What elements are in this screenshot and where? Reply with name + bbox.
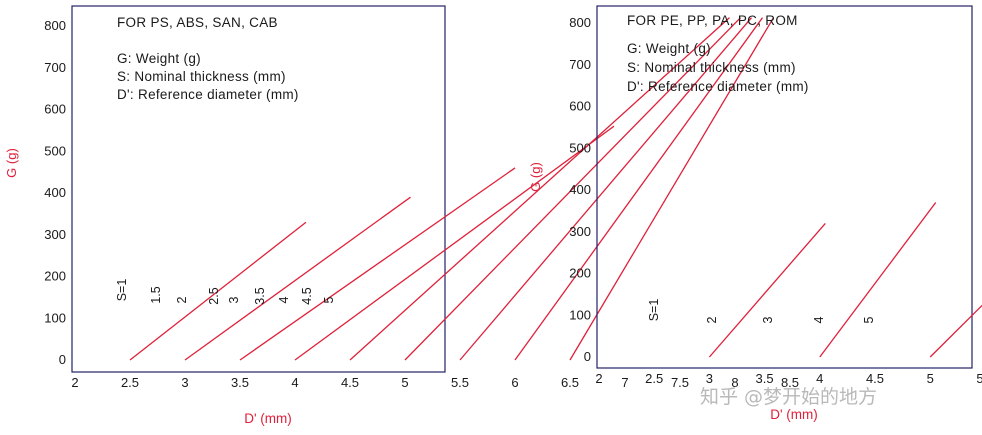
series-label: 1.5: [149, 286, 163, 303]
legend-note: S: Nominal thickness (mm): [627, 60, 796, 75]
legend-note: G: Weight (g): [627, 41, 711, 56]
y-tick-label: 500: [569, 140, 591, 155]
x-tick-label: 5.5: [451, 375, 469, 390]
y-tick-label: 600: [569, 99, 591, 114]
y-tick-label: 0: [584, 349, 591, 364]
x-tick-label: 2: [71, 375, 78, 390]
series-line-3: [929, 304, 982, 358]
legend-note: S: Nominal thickness (mm): [117, 69, 286, 84]
y-tick-label: 700: [44, 60, 66, 75]
plot-frame: [71, 5, 446, 373]
series-label: 2.5: [207, 287, 221, 304]
x-tick-label: 5.5: [976, 371, 982, 386]
chart-title: FOR PE, PP, PA, PC, ROM: [627, 13, 798, 28]
series-line-4-5: [514, 17, 764, 361]
x-tick-label: 6: [511, 375, 518, 390]
series-line-5: [569, 17, 775, 361]
x-tick-label: 7: [621, 375, 628, 390]
series-line-2: [819, 202, 937, 358]
y-tick-label: 0: [59, 352, 66, 367]
plot-frame: [596, 5, 973, 369]
chart-left: 0 100 200 300 400 500 600 700 800 2 2.5 3 3.5 4 4.5 5 5.…: [4, 5, 799, 426]
y-tick-label: 600: [44, 102, 66, 117]
series-label: 4: [277, 296, 291, 303]
series-line-2: [239, 167, 516, 361]
series-line-S-1: [129, 221, 307, 361]
legend-note: D': Reference diameter (mm): [627, 79, 809, 94]
x-tick-label: 8: [731, 375, 738, 390]
series-label: 3: [227, 296, 241, 303]
y-tick-label: 200: [569, 266, 591, 281]
y-tick-label: 700: [569, 57, 591, 72]
x-tick-label: 8.5: [781, 375, 799, 390]
series-label: 4.5: [300, 287, 314, 304]
series-line-2-5: [294, 125, 615, 361]
y-axis-label: G (g): [528, 162, 543, 192]
chart-right: 0 100 200 300 400 500 600 700 800 2 2.5 3 3.5 4 4.5 5 5.…: [528, 5, 982, 422]
x-tick-label: 4: [291, 375, 298, 390]
series-label: S=1: [115, 279, 129, 302]
x-tick-label: 3.5: [231, 375, 249, 390]
watermark: 知乎 @梦开始的地方: [700, 386, 878, 408]
x-axis-label: D' (mm): [244, 411, 292, 426]
series-label: 3: [761, 316, 775, 323]
x-tick-label: 7.5: [671, 375, 689, 390]
series-label: S=1: [647, 299, 661, 322]
y-tick-label: 800: [44, 18, 66, 33]
y-axis-label: G (g): [4, 148, 19, 178]
y-tick-label: 400: [569, 182, 591, 197]
y-tick-label: 800: [569, 15, 591, 30]
x-tick-label: 4: [816, 371, 823, 386]
x-tick-label: 3: [181, 375, 188, 390]
x-tick-label: 6.5: [561, 375, 579, 390]
legend-note: D': Reference diameter (mm): [117, 87, 299, 102]
series-line-3-5: [404, 17, 741, 361]
x-tick-label: 2.5: [121, 375, 139, 390]
series-label: 2: [705, 316, 719, 323]
series-line-3: [349, 17, 730, 361]
x-tick-label: 5: [401, 375, 408, 390]
series-label: 4: [812, 316, 826, 323]
series-label: 3.5: [253, 287, 267, 304]
y-tick-label: 300: [44, 227, 66, 242]
x-tick-label: 5: [927, 371, 934, 386]
x-tick-label: 4.5: [866, 371, 884, 386]
x-tick-label: 3: [706, 371, 713, 386]
y-tick-label: 400: [44, 185, 66, 200]
y-tick-label: 100: [44, 310, 66, 325]
legend-note: G: Weight (g): [117, 51, 201, 66]
x-tick-label: 2.5: [645, 371, 663, 386]
x-tick-label: 2: [595, 371, 602, 386]
chart-title: FOR PS, ABS, SAN, CAB: [117, 15, 278, 30]
series-label: 5: [322, 296, 336, 303]
y-tick-label: 200: [44, 269, 66, 284]
series-line-4: [459, 17, 752, 361]
y-tick-label: 500: [44, 143, 66, 158]
x-axis-label: D' (mm): [770, 407, 818, 422]
x-tick-label: 4.5: [341, 375, 359, 390]
series-line-1-5: [184, 196, 411, 361]
series-label: 5: [862, 316, 876, 323]
series-line-S-1: [708, 222, 826, 358]
y-tick-label: 300: [569, 224, 591, 239]
series-label: 2: [175, 296, 189, 303]
x-tick-label: 3.5: [756, 371, 774, 386]
y-tick-label: 100: [569, 307, 591, 322]
